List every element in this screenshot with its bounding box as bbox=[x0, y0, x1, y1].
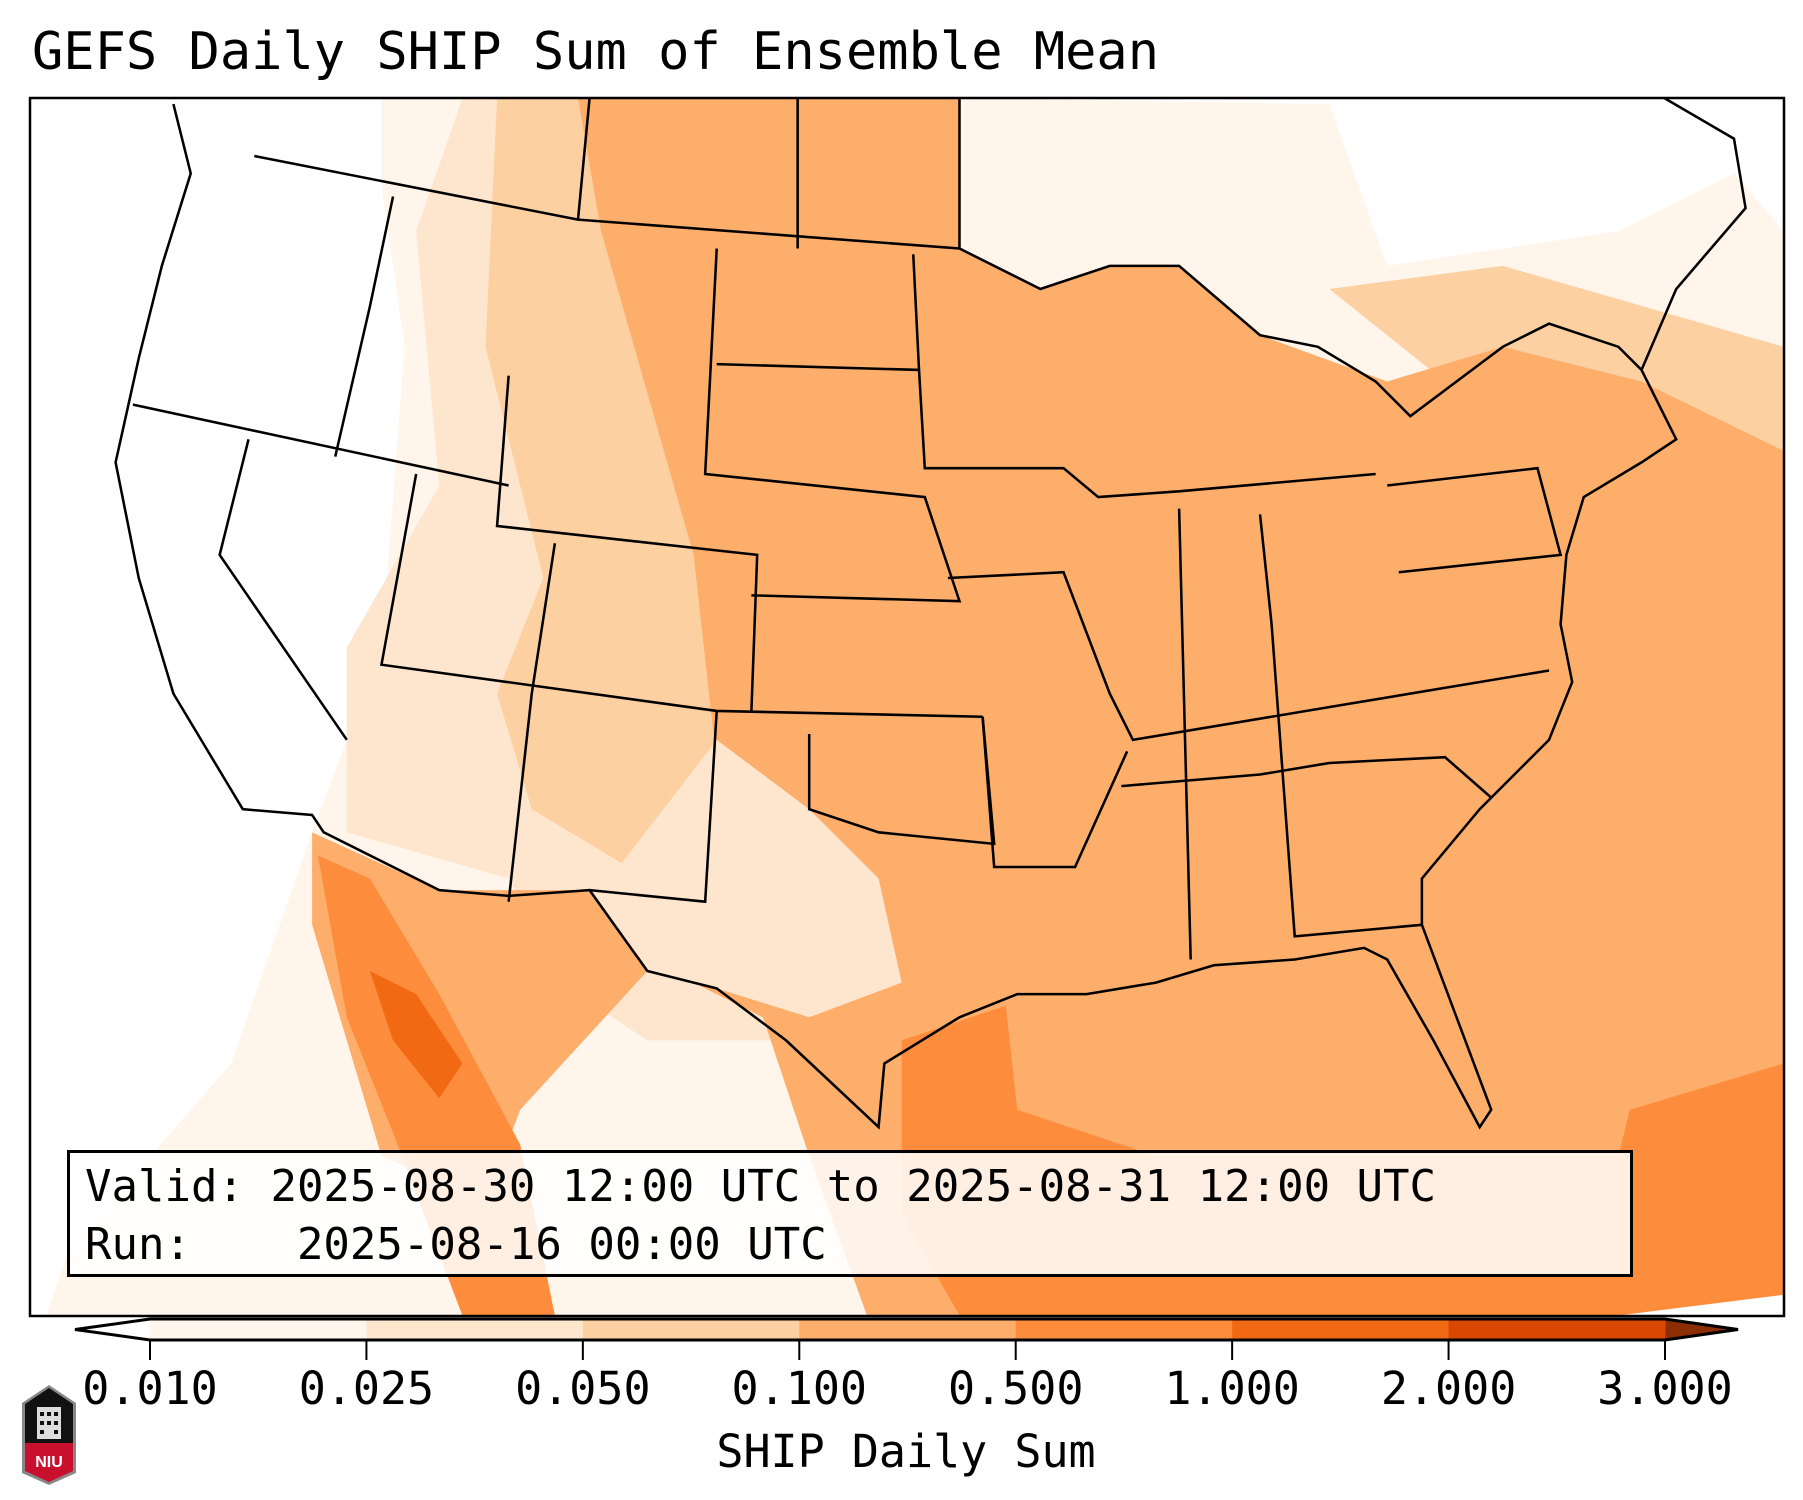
colorbar-segment bbox=[799, 1319, 1017, 1340]
state-line bbox=[1177, 508, 1192, 960]
colorbar-tick-label: 0.050 bbox=[515, 1362, 651, 1415]
colorbar bbox=[74, 1317, 1739, 1360]
state-line bbox=[334, 196, 395, 457]
colorbar-tick-label: 0.010 bbox=[82, 1362, 218, 1415]
colorbar-segment bbox=[366, 1319, 584, 1340]
coastline-outline bbox=[114, 98, 1747, 1130]
info-box: Valid: 2025-08-30 12:00 UTC to 2025-08-3… bbox=[67, 1150, 1633, 1277]
colorbar-tick-label: 2.000 bbox=[1380, 1362, 1517, 1415]
colorbar-segment bbox=[1015, 1319, 1233, 1340]
colorbar-tick-label: 3.000 bbox=[1597, 1362, 1733, 1415]
colorbar-segment bbox=[150, 1319, 367, 1340]
state-line bbox=[132, 403, 509, 487]
field-mexico-darker bbox=[369, 971, 463, 1099]
valid-value: 2025-08-30 12:00 UTC to 2025-08-31 12:00… bbox=[270, 1161, 1437, 1212]
colorbar-tick-label: 0.100 bbox=[731, 1362, 868, 1415]
state-line bbox=[218, 438, 348, 741]
colorbar-segment bbox=[1232, 1319, 1450, 1340]
state-line bbox=[1387, 466, 1563, 574]
boundaries bbox=[114, 98, 1747, 1130]
state-line bbox=[981, 716, 1129, 869]
state-line bbox=[1121, 755, 1493, 799]
colorbar-segment bbox=[1448, 1319, 1666, 1340]
state-line bbox=[379, 473, 983, 718]
state-line bbox=[507, 543, 557, 902]
run-label: Run: bbox=[85, 1219, 191, 1270]
field-main bbox=[578, 98, 1784, 1316]
run-value: 2025-08-16 00:00 UTC bbox=[296, 1219, 827, 1270]
map-frame bbox=[28, 96, 1786, 1318]
state-line bbox=[495, 375, 759, 711]
run-line: Run: 2025-08-16 00:00 UTC bbox=[85, 1219, 827, 1270]
field-mid bbox=[485, 98, 740, 902]
colorbar-under-extension bbox=[75, 1319, 150, 1340]
chart-title: GEFS Daily SHIP Sum of Ensemble Mean bbox=[32, 22, 1160, 82]
field-texas-light bbox=[601, 739, 902, 1018]
colorbar-label: SHIP Daily Sum bbox=[716, 1425, 1096, 1478]
canada-border bbox=[254, 154, 1643, 418]
niu-logo: NIU bbox=[22, 1385, 76, 1485]
colorbar-segment bbox=[582, 1319, 800, 1340]
colorbar-tick-label: 1.000 bbox=[1164, 1362, 1300, 1415]
shaded-field bbox=[30, 98, 1784, 1316]
state-line bbox=[703, 248, 962, 603]
state-line bbox=[576, 98, 591, 220]
colorbar-over-extension bbox=[1665, 1319, 1738, 1340]
state-line bbox=[911, 254, 921, 370]
state-line bbox=[1258, 514, 1422, 938]
colorbar-tick-label: 0.500 bbox=[947, 1362, 1084, 1415]
valid-line: Valid: 2025-08-30 12:00 UTC to 2025-08-3… bbox=[85, 1161, 1436, 1212]
state-line bbox=[589, 710, 718, 904]
svg-text:NIU: NIU bbox=[35, 1454, 63, 1471]
valid-label: Valid: bbox=[85, 1161, 244, 1212]
colorbar-tick-label: 0.025 bbox=[298, 1362, 435, 1415]
state-line bbox=[947, 570, 1550, 742]
